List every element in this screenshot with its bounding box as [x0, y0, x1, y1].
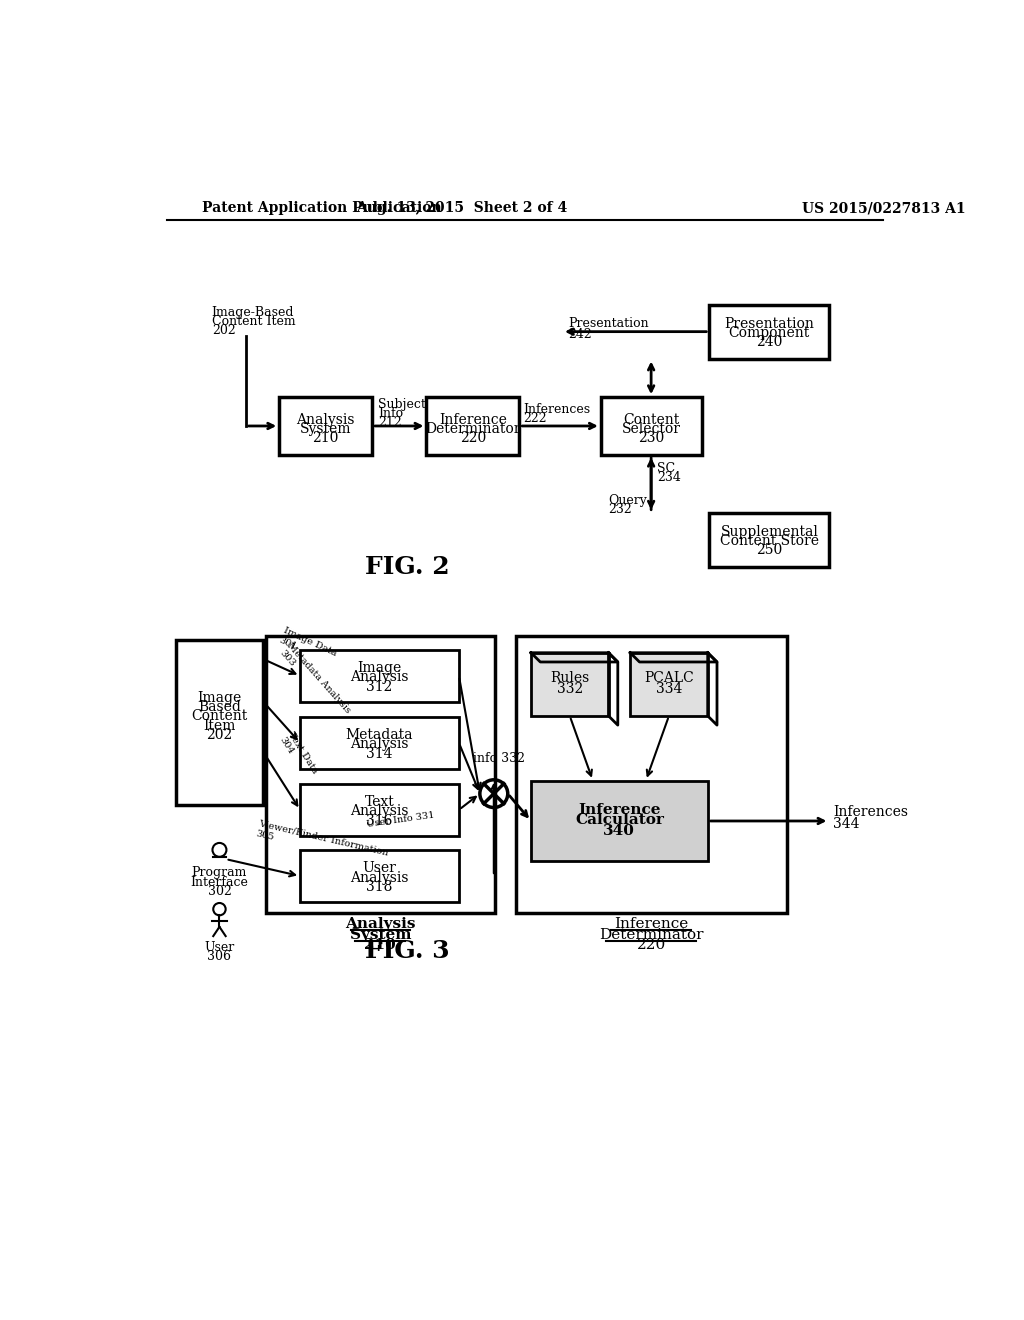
- FancyBboxPatch shape: [300, 784, 459, 836]
- Text: Query: Query: [608, 494, 647, 507]
- Text: Info: Info: [378, 407, 403, 420]
- Text: Component: Component: [729, 326, 810, 341]
- Text: 202: 202: [206, 727, 232, 742]
- Text: Presentation: Presentation: [568, 317, 649, 330]
- Polygon shape: [531, 653, 617, 663]
- Text: 210: 210: [312, 432, 339, 445]
- FancyBboxPatch shape: [710, 512, 829, 566]
- Text: 212: 212: [378, 416, 402, 429]
- Text: Metadata: Metadata: [346, 729, 414, 742]
- Text: Text Data
304: Text Data 304: [278, 730, 319, 780]
- Text: 340: 340: [603, 824, 635, 838]
- Text: Content: Content: [191, 709, 248, 723]
- FancyBboxPatch shape: [630, 653, 708, 715]
- Text: 302: 302: [208, 884, 231, 898]
- Text: Content Store: Content Store: [720, 535, 819, 548]
- Text: 318: 318: [367, 880, 392, 894]
- Text: Inference: Inference: [614, 917, 688, 931]
- FancyBboxPatch shape: [280, 397, 372, 455]
- Text: 250: 250: [756, 544, 782, 557]
- Text: Image-Based: Image-Based: [212, 306, 294, 319]
- Text: 344: 344: [834, 817, 860, 832]
- Text: Inference: Inference: [579, 803, 660, 817]
- Text: Program: Program: [191, 866, 247, 879]
- Text: 230: 230: [638, 432, 665, 445]
- Text: FIG. 3: FIG. 3: [365, 940, 450, 964]
- Text: info 332: info 332: [473, 752, 524, 766]
- Text: Inferences: Inferences: [834, 805, 908, 818]
- Text: Interface: Interface: [190, 875, 249, 888]
- Text: Based: Based: [198, 700, 241, 714]
- Text: Image Data
301: Image Data 301: [278, 626, 338, 668]
- Text: 242: 242: [568, 329, 592, 342]
- Polygon shape: [630, 653, 717, 663]
- Text: User Info 331: User Info 331: [367, 810, 435, 829]
- Text: 240: 240: [756, 335, 782, 350]
- Text: Inference: Inference: [439, 413, 507, 426]
- Text: 232: 232: [608, 503, 632, 516]
- FancyBboxPatch shape: [266, 636, 495, 913]
- Text: 210: 210: [365, 939, 396, 952]
- Text: 202: 202: [212, 325, 236, 338]
- Text: Inferences: Inferences: [523, 403, 591, 416]
- Text: US 2015/0227813 A1: US 2015/0227813 A1: [802, 202, 966, 215]
- FancyBboxPatch shape: [300, 850, 459, 903]
- Text: Calculator: Calculator: [574, 813, 664, 828]
- Text: Analysis: Analysis: [296, 413, 355, 426]
- Text: Analysis: Analysis: [350, 671, 409, 684]
- Text: Rules: Rules: [550, 671, 590, 685]
- Text: 306: 306: [208, 950, 231, 964]
- FancyBboxPatch shape: [710, 305, 829, 359]
- Text: 332: 332: [557, 682, 583, 696]
- FancyBboxPatch shape: [601, 397, 701, 455]
- FancyBboxPatch shape: [515, 636, 786, 913]
- Text: Image: Image: [198, 690, 242, 705]
- Text: 220: 220: [637, 939, 666, 952]
- Text: Determinator: Determinator: [425, 422, 520, 436]
- Text: Analysis: Analysis: [350, 804, 409, 818]
- Text: System: System: [300, 422, 351, 436]
- Text: Subject: Subject: [378, 397, 426, 411]
- FancyBboxPatch shape: [176, 640, 263, 805]
- Text: 316: 316: [367, 813, 392, 828]
- Text: Supplemental: Supplemental: [720, 525, 818, 539]
- Text: Determinator: Determinator: [599, 928, 703, 941]
- FancyBboxPatch shape: [531, 653, 608, 715]
- Text: Image: Image: [357, 661, 401, 675]
- Text: 222: 222: [523, 412, 547, 425]
- Text: Metadata Analysis
303: Metadata Analysis 303: [278, 642, 352, 722]
- FancyBboxPatch shape: [300, 717, 459, 770]
- Text: Presentation: Presentation: [724, 317, 814, 331]
- Text: Patent Application Publication: Patent Application Publication: [202, 202, 441, 215]
- Text: 220: 220: [460, 432, 486, 445]
- Text: Analysis: Analysis: [350, 871, 409, 884]
- FancyBboxPatch shape: [300, 649, 459, 702]
- Text: 314: 314: [367, 747, 393, 760]
- Text: Text: Text: [365, 795, 394, 809]
- Text: Item: Item: [203, 718, 236, 733]
- Polygon shape: [708, 653, 717, 725]
- Polygon shape: [608, 653, 617, 725]
- Text: System: System: [349, 928, 411, 941]
- Text: Viewer/Finder Information
305: Viewer/Finder Information 305: [255, 818, 389, 867]
- Text: Analysis: Analysis: [350, 738, 409, 751]
- Text: User: User: [205, 941, 234, 954]
- Text: 234: 234: [657, 471, 681, 484]
- Text: 312: 312: [367, 680, 392, 693]
- Text: Analysis: Analysis: [345, 917, 416, 931]
- Text: Aug. 13, 2015  Sheet 2 of 4: Aug. 13, 2015 Sheet 2 of 4: [355, 202, 567, 215]
- Text: 334: 334: [655, 682, 682, 696]
- Text: SC: SC: [657, 462, 676, 475]
- Text: FIG. 2: FIG. 2: [365, 554, 450, 578]
- Text: Selector: Selector: [622, 422, 681, 436]
- FancyBboxPatch shape: [426, 397, 519, 455]
- Text: PCALC: PCALC: [644, 671, 694, 685]
- FancyBboxPatch shape: [531, 780, 708, 862]
- Text: Content: Content: [623, 413, 679, 426]
- Text: Content Item: Content Item: [212, 315, 295, 329]
- Text: User: User: [362, 862, 396, 875]
